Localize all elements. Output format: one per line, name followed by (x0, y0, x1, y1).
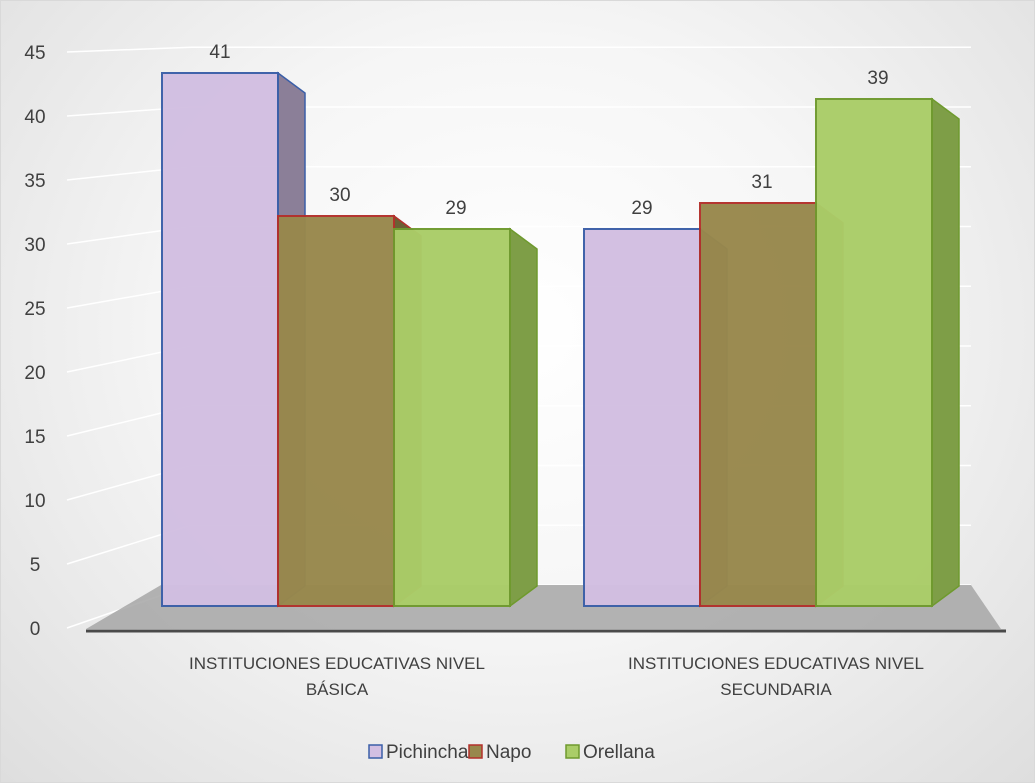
bar-napo-1 (277, 215, 395, 607)
legend-label: Napo (486, 742, 531, 763)
data-label: 29 (445, 198, 466, 219)
data-label: 30 (329, 185, 350, 206)
bar-napo-2 (699, 202, 817, 607)
gridline-side (66, 46, 192, 53)
data-labels: 41 29 30 31 29 39 (209, 42, 888, 219)
bar-pichincha-1 (161, 72, 279, 607)
bar-group (161, 71, 960, 608)
legend-label: Orellana (583, 742, 655, 763)
category-label: INSTITUCIONES EDUCATIVAS NIVEL (189, 654, 485, 673)
data-label: 31 (751, 172, 772, 193)
bar-orellana-1 (393, 228, 511, 607)
legend-label: Pichincha (386, 742, 469, 763)
x-axis: INSTITUCIONES EDUCATIVAS NIVEL BÁSICA INST… (189, 654, 924, 699)
legend-swatch-pichincha (368, 744, 383, 759)
bar-orellana-2 (815, 98, 933, 607)
category-label: BÁSICA (306, 680, 369, 699)
y-tick-label: 5 (30, 555, 41, 576)
data-label: 41 (209, 42, 230, 63)
y-tick-label: 45 (24, 43, 45, 64)
legend: Pichincha Napo Orellana (368, 742, 655, 763)
y-tick-label: 10 (24, 491, 45, 512)
category-label: INSTITUCIONES EDUCATIVAS NIVEL (628, 654, 924, 673)
data-label: 39 (867, 68, 888, 89)
y-tick-label: 0 (30, 619, 41, 640)
legend-swatch-napo (468, 744, 483, 759)
y-tick-label: 40 (24, 107, 45, 128)
y-axis-ticks: 0 5 10 15 20 25 30 35 40 45 (24, 43, 45, 640)
bar-pichincha-2 (583, 228, 701, 607)
y-tick-label: 35 (24, 171, 45, 192)
bar-side-orellana (931, 97, 960, 608)
y-tick-label: 15 (24, 427, 45, 448)
bar-side-orellana (509, 227, 538, 608)
y-tick-label: 20 (24, 363, 45, 384)
y-tick-label: 25 (24, 299, 45, 320)
data-label: 29 (631, 198, 652, 219)
y-tick-label: 30 (24, 235, 45, 256)
category-label: SECUNDARIA (720, 680, 832, 699)
legend-swatch-orellana (565, 744, 580, 759)
